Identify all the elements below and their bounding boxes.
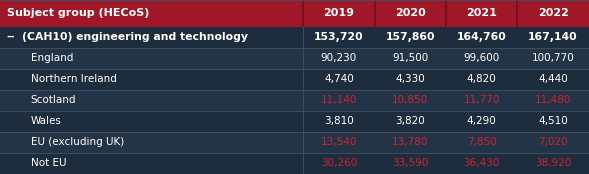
Text: Subject group (HECoS): Subject group (HECoS): [7, 9, 150, 18]
Text: 91,500: 91,500: [392, 53, 428, 64]
Text: Scotland: Scotland: [31, 96, 76, 105]
Bar: [0, 0, 589, 27]
Text: 100,770: 100,770: [532, 53, 574, 64]
Text: 10,850: 10,850: [392, 96, 428, 105]
Text: 3,820: 3,820: [395, 116, 425, 126]
Text: EU (excluding UK): EU (excluding UK): [31, 137, 124, 148]
Text: 2020: 2020: [395, 9, 426, 18]
Bar: [0, 111, 589, 132]
Bar: [0, 27, 589, 48]
Text: England: England: [31, 53, 73, 64]
Text: Wales: Wales: [31, 116, 61, 126]
Text: 4,290: 4,290: [466, 116, 497, 126]
Text: Not EU: Not EU: [31, 159, 66, 168]
Text: 36,430: 36,430: [464, 159, 499, 168]
Bar: [0, 153, 589, 174]
Text: 33,590: 33,590: [392, 159, 428, 168]
Text: 7,020: 7,020: [538, 137, 568, 148]
Text: 4,330: 4,330: [395, 74, 425, 85]
Text: 153,720: 153,720: [314, 33, 364, 42]
Text: 11,140: 11,140: [321, 96, 357, 105]
Bar: [0, 90, 589, 111]
Text: 4,740: 4,740: [324, 74, 354, 85]
Bar: [0, 132, 589, 153]
Text: 30,260: 30,260: [321, 159, 357, 168]
Text: 167,140: 167,140: [528, 33, 578, 42]
Text: 4,440: 4,440: [538, 74, 568, 85]
Text: 2022: 2022: [538, 9, 568, 18]
Text: Northern Ireland: Northern Ireland: [31, 74, 117, 85]
Text: 4,510: 4,510: [538, 116, 568, 126]
Text: 90,230: 90,230: [321, 53, 357, 64]
Text: 2019: 2019: [323, 9, 355, 18]
Text: 2021: 2021: [466, 9, 497, 18]
Text: 164,760: 164,760: [456, 33, 507, 42]
Text: 13,540: 13,540: [321, 137, 357, 148]
Text: 4,820: 4,820: [466, 74, 497, 85]
Text: 99,600: 99,600: [464, 53, 499, 64]
Text: 7,850: 7,850: [466, 137, 497, 148]
Bar: [0, 48, 589, 69]
Text: 3,810: 3,810: [324, 116, 354, 126]
Text: 38,920: 38,920: [535, 159, 571, 168]
Text: 11,480: 11,480: [535, 96, 571, 105]
Text: 13,780: 13,780: [392, 137, 428, 148]
Text: 11,770: 11,770: [464, 96, 499, 105]
Text: ‒  (CAH10) engineering and technology: ‒ (CAH10) engineering and technology: [7, 33, 248, 42]
Text: 157,860: 157,860: [385, 33, 435, 42]
Bar: [0, 69, 589, 90]
